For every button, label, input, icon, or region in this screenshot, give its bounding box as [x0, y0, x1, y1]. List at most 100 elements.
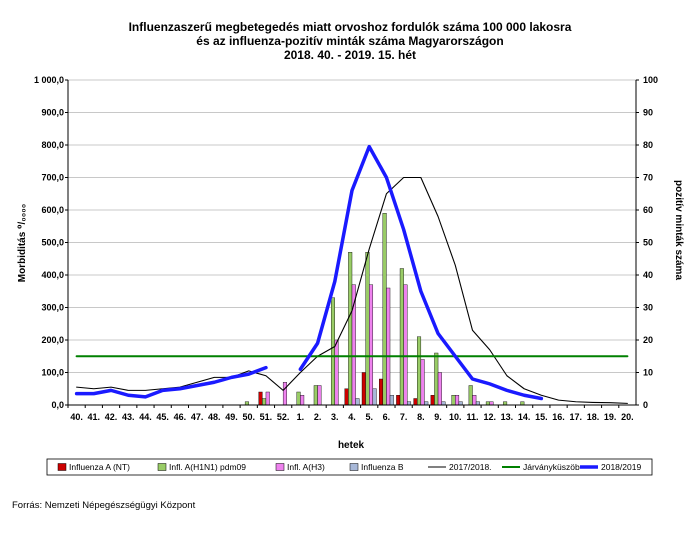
- bar: [372, 388, 377, 406]
- bar: [317, 385, 322, 406]
- chart-title-line: és az influenza-pozitív minták száma Mag…: [196, 34, 503, 48]
- y-axis-right-label: pozitív minták száma: [673, 180, 684, 280]
- x-tick-label: 12.: [483, 412, 496, 422]
- bar: [300, 395, 305, 406]
- legend-swatch: [275, 463, 285, 471]
- left-tick-label: 0,0: [51, 400, 64, 410]
- legend-label: Járványküszöb: [523, 462, 580, 472]
- bar: [430, 395, 435, 406]
- chart-title-line: Influenzaszerű megbetegedés miatt orvosh…: [129, 20, 572, 34]
- bar: [365, 252, 370, 406]
- x-tick-label: 8.: [417, 412, 425, 422]
- legend: Influenza A (NT) Infl. A(H1N1) pdm09 Infl.…: [46, 458, 653, 476]
- left-tick-label: 600,0: [41, 205, 64, 215]
- legend-label: Influenza A (NT): [69, 462, 130, 472]
- right-tick-label: 0: [643, 400, 648, 410]
- y-axis-left-label: Morbiditás ⁰/₀₀₀₀: [17, 204, 28, 283]
- legend-label: Infl. A(H1N1) pdm09: [169, 462, 246, 472]
- legend-swatch: [57, 463, 67, 471]
- x-tick-label: 20.: [621, 412, 634, 422]
- x-tick-label: 2.: [314, 412, 322, 422]
- bar: [468, 385, 473, 406]
- bar: [382, 213, 387, 406]
- left-tick-label: 800,0: [41, 140, 64, 150]
- bar: [313, 385, 318, 406]
- right-tick-label: 70: [643, 173, 653, 183]
- bar: [361, 372, 366, 406]
- bar: [379, 378, 384, 406]
- bar: [472, 395, 477, 406]
- bar: [413, 398, 418, 406]
- x-tick-label: 42.: [105, 412, 118, 422]
- x-tick-label: 40.: [70, 412, 83, 422]
- bar: [348, 252, 353, 406]
- right-tick-label: 40: [643, 270, 653, 280]
- bar: [451, 395, 456, 406]
- right-tick-label: 90: [643, 108, 653, 118]
- legend-label: 2017/2018.: [449, 462, 492, 472]
- x-tick-label: 43.: [122, 412, 135, 422]
- x-tick-label: 16.: [552, 412, 565, 422]
- x-tick-label: 41.: [88, 412, 101, 422]
- legend-label: 2018/2019: [601, 462, 641, 472]
- x-tick-label: 44.: [139, 412, 152, 422]
- left-tick-label: 700,0: [41, 173, 64, 183]
- legend-swatch: [157, 463, 167, 471]
- bar: [355, 398, 360, 406]
- bar: [386, 287, 391, 406]
- legend-box: [46, 458, 653, 476]
- left-tick-label: 300,0: [41, 303, 64, 313]
- bar: [389, 395, 394, 406]
- right-tick-label: 10: [643, 368, 653, 378]
- x-tick-label: 48.: [208, 412, 221, 422]
- x-tick-label: 9.: [434, 412, 442, 422]
- x-tick-label: 13.: [501, 412, 514, 422]
- bar: [330, 297, 335, 406]
- grid: [68, 79, 636, 373]
- x-tick-label: 4.: [348, 412, 356, 422]
- bar: [369, 284, 374, 406]
- left-tick-label: 400,0: [41, 270, 64, 280]
- legend-label: Infl. A(H3): [287, 462, 325, 472]
- right-tick-label: 20: [643, 335, 653, 345]
- left-tick-label: 900,0: [41, 108, 64, 118]
- legend-label: Influenza B: [361, 462, 404, 472]
- left-tick-label: 500,0: [41, 238, 64, 248]
- left-tick-label: 1 000,0: [34, 75, 64, 85]
- bar: [417, 336, 422, 406]
- x-tick-label: 15.: [535, 412, 548, 422]
- x-tick-label: 1.: [297, 412, 305, 422]
- x-tick-label: 19.: [604, 412, 617, 422]
- bar: [396, 395, 401, 406]
- bar: [282, 382, 287, 406]
- x-tick-label: 11.: [466, 412, 478, 422]
- x-tick-label: 51.: [260, 412, 273, 422]
- left-tick-label: 200,0: [41, 335, 64, 345]
- chart-title-line: 2018. 40. - 2019. 15. hét: [284, 48, 416, 62]
- x-tick-label: 46.: [174, 412, 187, 422]
- x-tick-label: 3.: [331, 412, 339, 422]
- series-line: [298, 144, 544, 401]
- bar: [334, 339, 339, 406]
- right-tick-label: 30: [643, 303, 653, 313]
- x-tick-label: 10.: [449, 412, 462, 422]
- bar: [258, 391, 263, 406]
- right-tick-label: 50: [643, 238, 653, 248]
- x-tick-label: 50.: [242, 412, 255, 422]
- bar: [296, 391, 301, 406]
- source-note: Forrás: Nemzeti Népegészségügyi Központ: [12, 500, 196, 511]
- x-tick-label: 49.: [225, 412, 238, 422]
- axes: 0,0 0 100,0 10 200,0 20 300,0 30 400,0 40 500,0 50 6…: [17, 75, 684, 451]
- right-tick-label: 100: [643, 75, 658, 85]
- lines: [74, 144, 629, 404]
- series-line: [74, 365, 268, 399]
- x-tick-label: 18.: [587, 412, 600, 422]
- x-tick-label: 17.: [569, 412, 582, 422]
- x-tick-label: 14.: [518, 412, 531, 422]
- bar: [399, 268, 404, 406]
- bar: [265, 391, 270, 406]
- right-tick-label: 80: [643, 140, 653, 150]
- right-tick-label: 60: [643, 205, 653, 215]
- chart-title: Influenzaszerű megbetegedés miatt orvosh…: [129, 20, 572, 62]
